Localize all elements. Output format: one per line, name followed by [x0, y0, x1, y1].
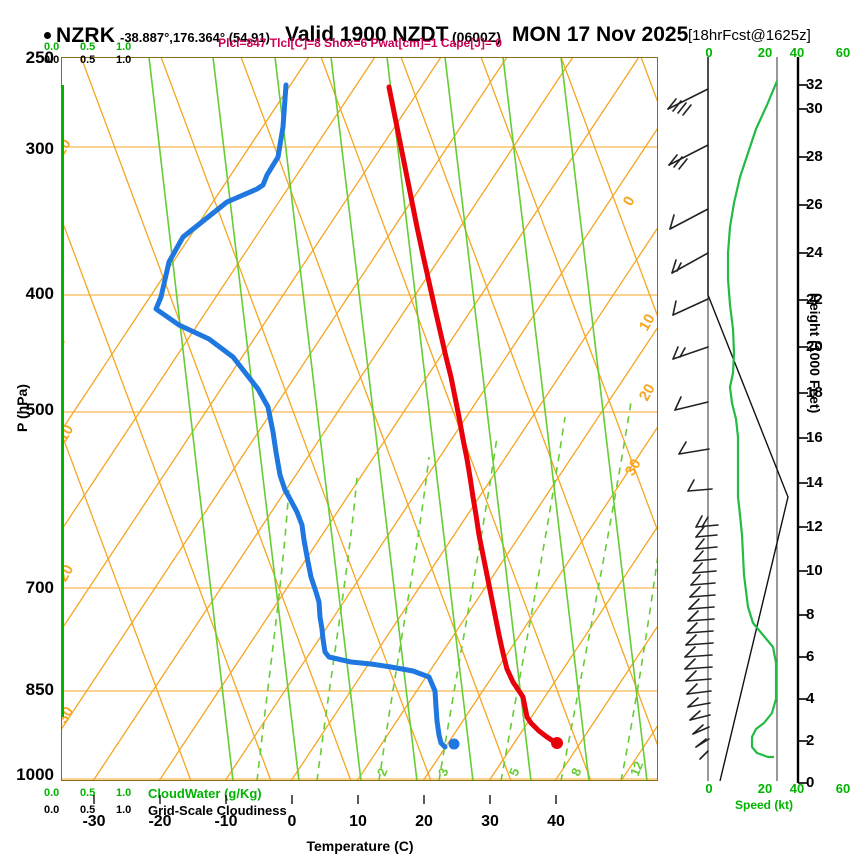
- svg-text:5: 5: [506, 766, 523, 778]
- svg-text:30: 30: [622, 456, 645, 479]
- stability-indices: Plcl=847 Tlcl[C]=8 Shox=6 Pwat[cm]=1 Cap…: [218, 36, 502, 50]
- height-tick-22: 22: [806, 291, 823, 308]
- height-tick-18: 18: [806, 384, 823, 401]
- svg-text:20: 20: [636, 381, 658, 404]
- height-tick-20: 20: [806, 338, 823, 355]
- height-tick-16: 16: [806, 429, 823, 446]
- dewpoint-curve: [153, 82, 448, 750]
- height-tick-2: 2: [806, 732, 815, 749]
- pressure-tick-700: 700: [25, 578, 54, 597]
- cloudwater-tick-0: 0.0: [44, 787, 60, 799]
- height-tick-28: 28: [806, 148, 823, 165]
- temperature-tick-40: 40: [547, 813, 565, 830]
- cloudwater-tick-2: 1.0: [116, 787, 132, 799]
- speed-axis-title: Speed (kt): [735, 798, 794, 812]
- temperature-tick-30: 30: [481, 813, 499, 830]
- cloudwater-axis-title: CloudWater (g/Kg): [148, 786, 262, 801]
- cloudiness-tick-top-2: 1.0: [116, 54, 132, 66]
- temperature-surface-marker: [551, 737, 563, 749]
- valid-utc-time: (0600Z): [452, 29, 502, 45]
- pressure-tick-400: 400: [25, 284, 54, 303]
- cloudiness-tick-top-0: 0.0: [44, 54, 60, 66]
- pressure-tick-1000: 1000: [16, 765, 54, 784]
- valid-time: Valid 1900 NZDT: [285, 23, 449, 46]
- wind-envelope: [707, 57, 789, 781]
- height-tick-24: 24: [806, 244, 823, 261]
- isotherm-lines: [61, 57, 658, 781]
- pressure-tick-500: 500: [25, 400, 54, 419]
- mixing-ratio-lines: [148, 57, 648, 781]
- cloudwater-tick-top-0: 0.0: [44, 41, 60, 53]
- svg-text:8: 8: [568, 766, 585, 778]
- dry-adiabat-labels-right: 0 10 20 30: [620, 193, 658, 479]
- cloudiness-tick-1: 0.5: [80, 804, 96, 816]
- height-axis-title: Height (1000 Feet): [807, 292, 823, 414]
- height-tick-8: 8: [806, 606, 815, 623]
- station-id: NZRK: [56, 24, 116, 47]
- svg-text:0: 0: [620, 193, 639, 209]
- pressure-tick-250: 250: [25, 48, 54, 67]
- pressure-axis-title: P (hPa): [14, 384, 30, 432]
- temperature-tick-20: 20: [415, 813, 433, 830]
- wind-barbs: [667, 88, 719, 760]
- height-tick-10: 10: [806, 562, 823, 579]
- dry-adiabat-lines: [61, 57, 658, 781]
- speed-tick-top-0: 0: [705, 45, 713, 60]
- moist-adiabat-lines: [256, 401, 658, 781]
- speed-tick-top-40: 40: [789, 45, 805, 60]
- forecast-tag: [18hrFcst@1625z]: [688, 27, 811, 44]
- speed-tick-0: 0: [705, 781, 713, 796]
- speed-tick-60: 60: [835, 781, 850, 796]
- temperature-curve: [386, 84, 556, 744]
- svg-text:12: 12: [627, 759, 646, 778]
- height-tick-26: 26: [806, 196, 823, 213]
- svg-text:0: 0: [61, 333, 70, 349]
- station-coords: -38.887°,176.364° (54,91): [120, 30, 270, 45]
- header: NZRK -38.887°,176.364° (54,91) Valid 190…: [0, 12, 850, 47]
- wind-profile-panel: [667, 57, 789, 781]
- speed-tick-top-20: 20: [757, 45, 773, 60]
- temperature-tick-10: 10: [349, 813, 367, 830]
- temperature-tick--20: -20: [148, 813, 172, 830]
- pressure-tick-300: 300: [25, 139, 54, 158]
- cloudiness-tick-2: 1.0: [116, 804, 132, 816]
- height-axis: [796, 57, 808, 784]
- height-tick-32: 32: [806, 76, 823, 93]
- speed-tick-40: 40: [789, 781, 805, 796]
- station-dot-icon: [44, 32, 51, 39]
- height-speed-curve: [726, 80, 779, 759]
- height-tick-14: 14: [806, 474, 823, 491]
- cloudiness-tick-0: 0.0: [44, 804, 60, 816]
- height-tick-30: 30: [806, 100, 823, 117]
- height-tick-0: 0: [806, 774, 815, 791]
- svg-text:2: 2: [374, 766, 391, 778]
- speed-tick-top-60: 60: [835, 45, 850, 60]
- cloudiness-tick-top-1: 0.5: [80, 54, 96, 66]
- pressure-tick-850: 850: [25, 680, 54, 699]
- cloudiness-axis-title: Grid-Scale Cloudiness: [148, 803, 287, 818]
- temperature-tick--10: -10: [214, 813, 238, 830]
- height-tick-4: 4: [806, 690, 815, 707]
- temperature-tick-0: 0: [287, 813, 297, 830]
- valid-date: MON 17 Nov 2025: [512, 23, 689, 46]
- svg-text:3: 3: [435, 766, 452, 778]
- height-tick-6: 6: [806, 648, 815, 665]
- dewpoint-surface-marker: [448, 738, 460, 750]
- skewt-plot: 2 3 5 8 12 10 0 -10 -20 -30 0 10 20 30: [61, 57, 658, 781]
- speed-tick-20: 20: [757, 781, 773, 796]
- temperature-axis-ticks: [93, 795, 557, 804]
- cloudwater-tick-1: 0.5: [80, 787, 96, 799]
- cloudwater-tick-top-2: 1.0: [116, 41, 132, 53]
- height-tick-12: 12: [806, 518, 823, 535]
- temperature-axis-title: Temperature (C): [306, 838, 414, 854]
- svg-text:10: 10: [636, 311, 658, 334]
- temperature-tick--30: -30: [82, 813, 106, 830]
- cloudwater-tick-top-1: 0.5: [80, 41, 96, 53]
